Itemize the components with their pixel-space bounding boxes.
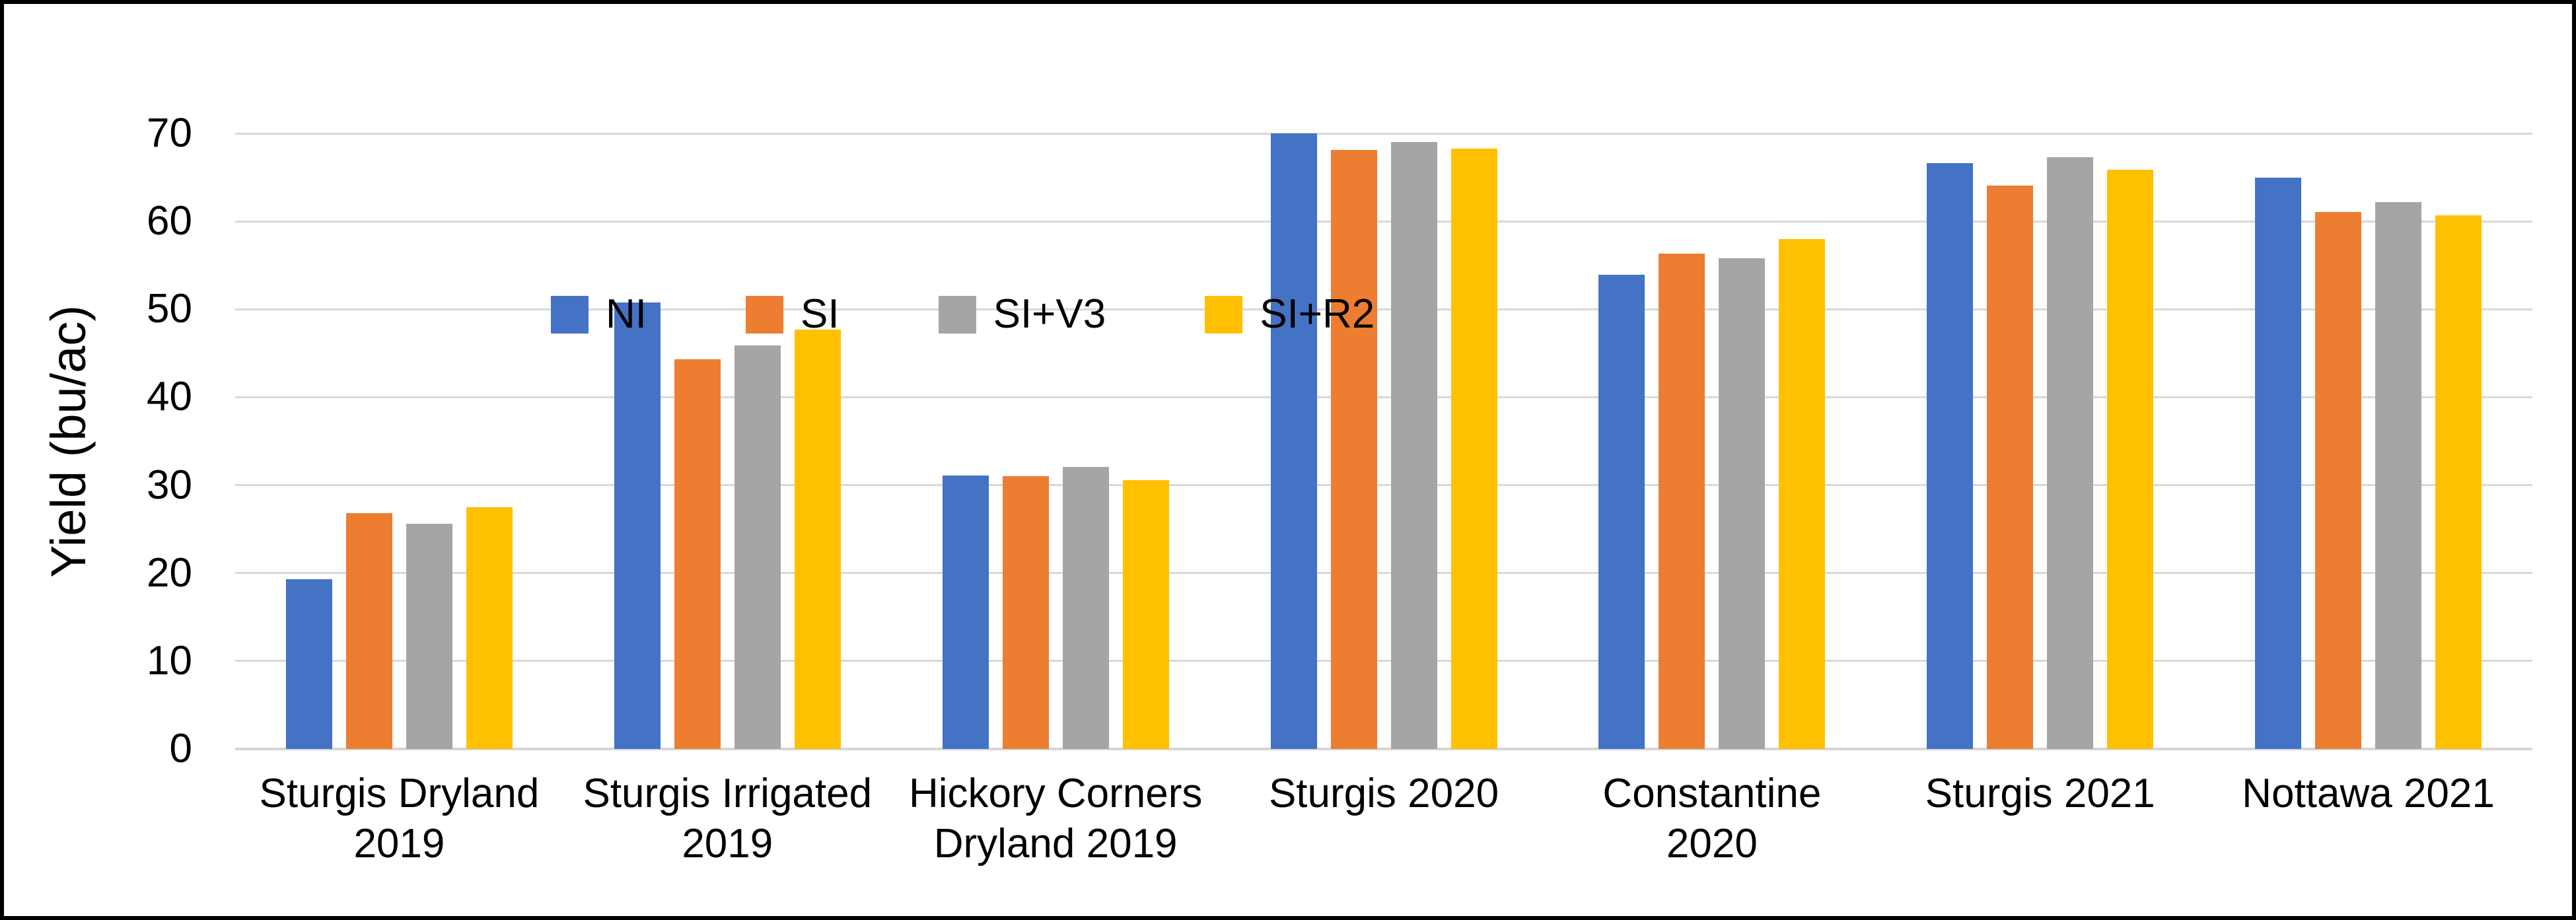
bar-si-v3-group1 [406, 524, 452, 749]
bar-si-group3 [1002, 476, 1049, 749]
x-axis-category-labels: Sturgis Dryland 2019 Sturgis Irrigated 20… [235, 769, 2532, 868]
y-tick-label-50: 50 [147, 286, 192, 332]
bar-si-v3-group5 [1719, 258, 1766, 749]
bar-group-6 [1876, 133, 2204, 749]
bar-si-v3-group3 [1062, 466, 1109, 749]
gridline-y10 [235, 660, 2532, 662]
legend-item-si-v3: SI+V3 [938, 291, 1106, 337]
x-category-label-7: Nottawa 2021 [2242, 771, 2495, 816]
bar-group-3 [892, 133, 1220, 749]
bar-ni-group1 [285, 579, 332, 749]
plot-area: NI SI SI+V3 SI+R2 [235, 132, 2532, 750]
bar-si-r2-group4 [1450, 148, 1497, 749]
x-category-label-6: Sturgis 2021 [1925, 771, 2155, 816]
y-tick-label-0: 0 [169, 726, 192, 771]
legend: NI SI SI+V3 SI+R2 [551, 294, 1375, 335]
x-category-label-4: Sturgis 2020 [1268, 771, 1499, 816]
bar-si-r2-group2 [794, 329, 841, 749]
y-tick-label-30: 30 [147, 462, 192, 508]
x-category-label-3: Hickory Corners Dryland 2019 [908, 771, 1203, 867]
bar-si-group2 [674, 359, 721, 749]
bar-si-r2-group5 [1779, 238, 1826, 749]
legend-item-si: SI [746, 294, 840, 335]
gridline-y40 [235, 396, 2532, 398]
gridline-y60 [235, 220, 2532, 223]
x-axis-line [235, 748, 2532, 750]
y-tick-label-10: 10 [147, 637, 192, 684]
bar-ni-group6 [1927, 163, 1974, 749]
bar-si-group4 [1330, 150, 1377, 749]
bar-group-2 [563, 133, 892, 749]
bar-ni-group4 [1270, 133, 1317, 749]
legend-item-ni: NI [551, 294, 647, 335]
bar-si-r2-group7 [2435, 215, 2482, 749]
bar-si-v3-group7 [2375, 201, 2422, 749]
x-category-label-1: Sturgis Dryland 2019 [259, 771, 540, 867]
bar-groups [235, 133, 2532, 749]
legend-swatch-icon [1205, 295, 1243, 334]
gridline-y20 [235, 572, 2532, 575]
bar-ni-group7 [2255, 177, 2302, 749]
bar-group-4 [1220, 133, 1548, 749]
gridline-y50 [235, 308, 2532, 310]
y-axis-tick-labels: 0 10 20 30 40 50 60 70 [4, 113, 192, 769]
gridline-y30 [235, 484, 2532, 487]
legend-swatch-icon [938, 295, 976, 334]
legend-swatch-icon [551, 295, 589, 334]
bar-si-group7 [2315, 211, 2362, 749]
legend-label: NI [606, 291, 647, 337]
bar-si-v3-group2 [734, 345, 781, 749]
legend-label: SI [801, 291, 840, 337]
bar-ni-group5 [1598, 275, 1645, 749]
legend-label: SI+V3 [993, 291, 1106, 337]
bar-group-1 [235, 133, 563, 749]
x-category-label-2: Sturgis Irrigated 2019 [583, 771, 873, 867]
legend-label: SI+R2 [1260, 291, 1375, 337]
bar-si-r2-group6 [2107, 169, 2154, 749]
gridline-y70 [235, 132, 2532, 135]
bar-si-r2-group1 [466, 507, 513, 749]
bar-ni-group2 [614, 302, 661, 749]
bar-si-group6 [1987, 185, 2034, 749]
legend-item-si-r2: SI+R2 [1205, 294, 1375, 335]
y-tick-label-20: 20 [147, 549, 192, 596]
bar-si-v3-group4 [1390, 142, 1437, 749]
legend-swatch-icon [746, 295, 783, 334]
y-tick-label-60: 60 [147, 198, 192, 244]
bar-si-v3-group6 [2047, 157, 2094, 749]
bar-si-group5 [1659, 254, 1705, 749]
bar-group-5 [1548, 133, 1876, 749]
bar-ni-group3 [942, 475, 989, 749]
x-category-label-5: Constantine 2020 [1602, 771, 1822, 867]
bar-si-r2-group3 [1122, 479, 1169, 749]
y-tick-label-40: 40 [147, 374, 192, 420]
bar-group-7 [2204, 133, 2532, 749]
bar-si-group1 [345, 513, 392, 749]
y-tick-label-70: 70 [147, 110, 192, 156]
